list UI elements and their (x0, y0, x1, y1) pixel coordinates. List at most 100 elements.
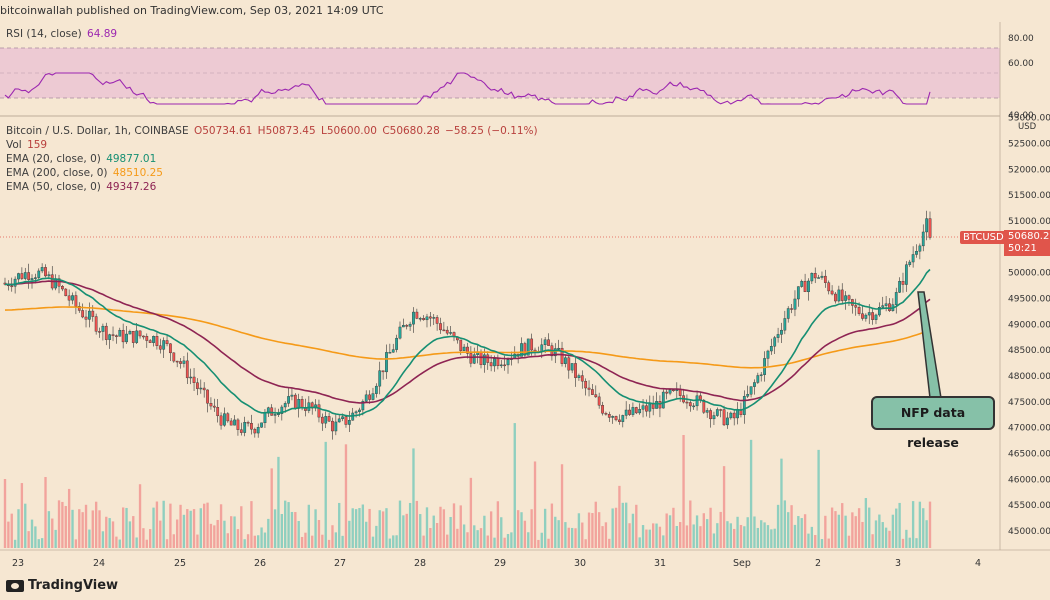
vol-row: Vol 159 (6, 138, 540, 152)
ema200-value: 48510.25 (112, 167, 163, 179)
volume-bar (165, 539, 169, 548)
candle-body (685, 401, 689, 404)
candle-body (422, 318, 425, 321)
volume-bar (554, 516, 557, 548)
candle-body (216, 407, 220, 417)
candle-body (391, 349, 395, 353)
volume-bar (587, 512, 591, 548)
price-axis-label: 46000.00 (1008, 475, 1050, 485)
volume-bar (827, 538, 830, 548)
candle-body (172, 352, 176, 362)
candle-body (621, 415, 625, 422)
volume-bar (152, 507, 155, 548)
volume-bar (196, 534, 199, 548)
vol-label: Vol (6, 139, 22, 151)
candle-body (830, 290, 834, 295)
candle-body (928, 218, 932, 238)
volume-bar (631, 513, 635, 548)
candle-body (412, 311, 415, 325)
candle-body (77, 306, 81, 311)
price-axis-label: 49000.00 (1008, 320, 1050, 330)
candle-body (709, 410, 712, 420)
volume-bar (847, 535, 851, 548)
rsi-value: 64.89 (87, 28, 118, 40)
candle-body (817, 277, 820, 279)
volume-bar (719, 511, 722, 548)
candle-body (894, 292, 898, 305)
volume-bar (780, 458, 783, 548)
volume-bar (243, 539, 246, 548)
volume-bar (381, 511, 385, 548)
volume-bar (64, 506, 67, 548)
volume-bar (547, 538, 550, 548)
ema20-value: 49877.01 (106, 153, 157, 165)
volume-bar (192, 509, 196, 548)
volume-bar (142, 528, 145, 548)
candle-body (131, 331, 135, 343)
candle-body (388, 352, 392, 354)
volume-bar (668, 515, 672, 548)
volume-bar (71, 509, 74, 548)
candle-body (486, 354, 490, 363)
price-axis-label: 48000.00 (1008, 372, 1050, 382)
volume-bar (78, 509, 81, 548)
volume-bar (321, 534, 324, 548)
candle-body (547, 339, 550, 346)
candle-body (128, 331, 132, 335)
volume-bar (706, 519, 709, 548)
candle-body (104, 325, 108, 340)
volume-bar (429, 527, 432, 548)
candle-body (469, 353, 473, 364)
volume-bar (878, 514, 881, 548)
volume-bar (645, 529, 648, 548)
volume-bar (199, 508, 202, 548)
ohlc-open: O50734.61 (193, 125, 253, 137)
candle-body (661, 391, 665, 409)
candle-body (283, 403, 287, 408)
candle-body (111, 334, 115, 336)
volume-bar (392, 535, 395, 548)
volume-bar (641, 525, 645, 548)
candle-body (212, 405, 216, 408)
candle-body (219, 415, 223, 426)
candle-body (199, 387, 203, 390)
volume-bar (216, 519, 219, 548)
candle-body (553, 348, 557, 357)
volume-bar (449, 516, 452, 548)
candle-body (263, 413, 267, 424)
volume-bar (881, 522, 884, 548)
candle-body (162, 340, 166, 350)
volume-bar (550, 503, 554, 548)
volume-bar (469, 477, 473, 548)
volume-bar (44, 477, 47, 548)
volume-bar (273, 509, 277, 548)
ema50-value: 49347.26 (106, 181, 157, 193)
volume-bar (307, 504, 311, 548)
candle-body (557, 347, 561, 350)
candle-body (675, 389, 679, 391)
main-legend: Bitcoin / U.S. Dollar, 1h, COINBASE O507… (6, 124, 540, 194)
tradingview-logo[interactable]: TradingView (6, 578, 118, 593)
candle-body (290, 394, 294, 397)
candlesticks (3, 210, 932, 440)
volume-bar (284, 500, 287, 548)
candle-body (37, 270, 41, 278)
volume-bar (236, 529, 240, 548)
candle-body (901, 281, 905, 285)
ema20-line (4, 268, 931, 417)
candle-body (847, 295, 851, 300)
volume-bar (895, 508, 898, 548)
volume-bar (402, 515, 405, 548)
volume-bar (770, 529, 773, 548)
volume-bar (611, 508, 614, 548)
volume-bar (489, 511, 493, 548)
volume-bar (679, 522, 682, 548)
candle-body (496, 358, 500, 367)
candle-body (499, 364, 503, 367)
candle-body (506, 359, 510, 366)
candle-body (138, 330, 142, 337)
volume-bar (830, 507, 834, 548)
volume-bar (81, 512, 84, 548)
volume-bar (20, 483, 24, 548)
price-axis-label: 52000.00 (1008, 165, 1050, 175)
